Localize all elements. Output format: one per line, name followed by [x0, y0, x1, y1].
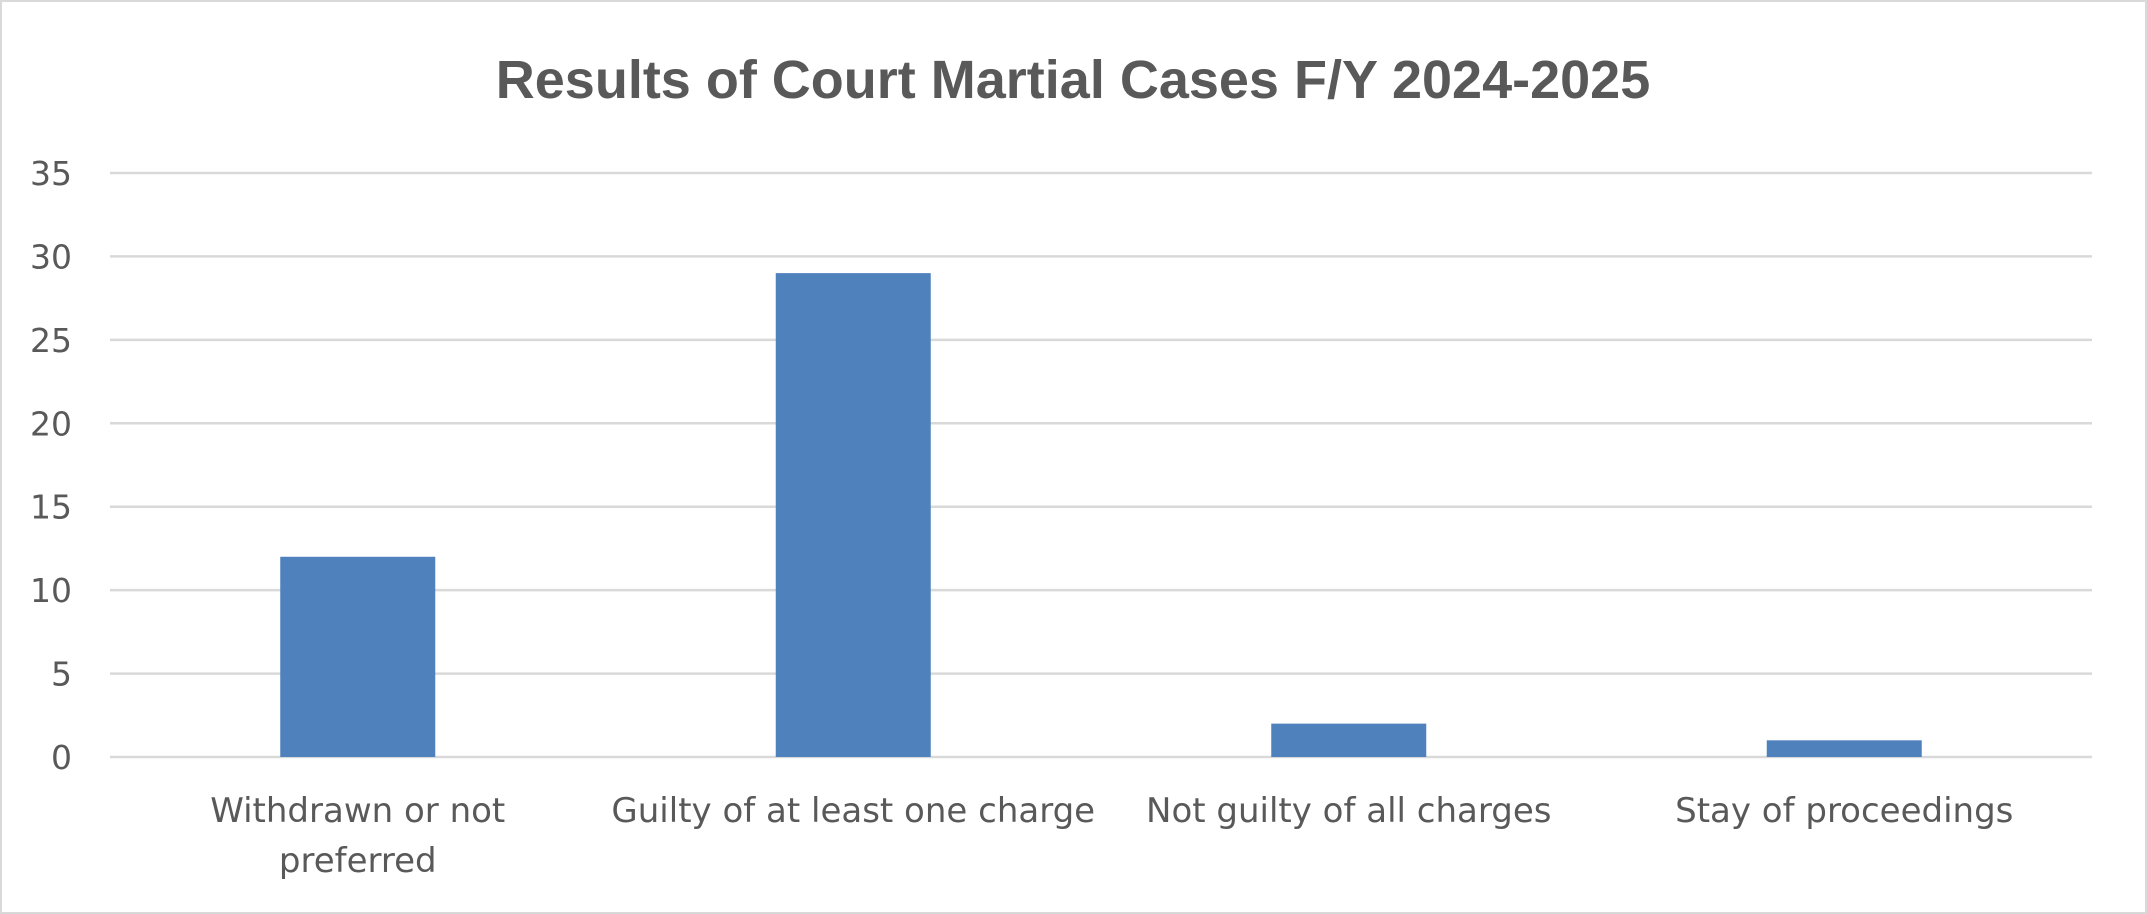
x-category-label: Guilty of at least one charge — [611, 791, 1095, 831]
x-axis-labels: Withdrawn or not preferred Guilty of at le… — [210, 791, 2013, 881]
y-tick-label: 25 — [30, 321, 72, 360]
chart-title: Results of Court Martial Cases F/Y 2024-… — [496, 50, 1650, 110]
bar — [280, 556, 436, 757]
gridlines — [110, 171, 2092, 759]
bar — [1766, 740, 1922, 757]
y-tick-label: 10 — [30, 571, 72, 610]
y-tick-label: 15 — [30, 488, 72, 527]
x-category-label: Withdrawn or not preferred — [210, 791, 505, 881]
bar — [1271, 723, 1427, 757]
y-tick-label: 30 — [30, 237, 72, 276]
x-category-label: Not guilty of all charges — [1146, 791, 1551, 831]
y-axis-ticks: 0 5 10 15 20 25 30 35 — [30, 154, 72, 777]
y-tick-label: 20 — [30, 404, 72, 443]
y-tick-label: 0 — [51, 738, 72, 777]
bar — [775, 273, 931, 757]
y-tick-label: 35 — [30, 154, 72, 193]
y-tick-label: 5 — [51, 655, 72, 694]
x-category-label: Stay of proceedings — [1675, 791, 2013, 831]
bars — [280, 273, 1922, 757]
